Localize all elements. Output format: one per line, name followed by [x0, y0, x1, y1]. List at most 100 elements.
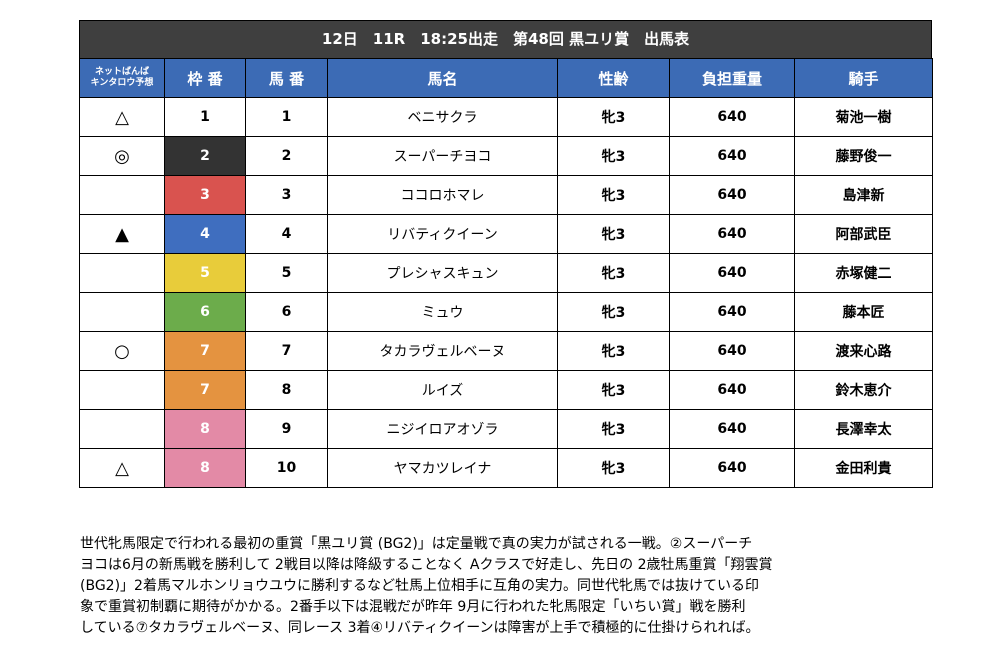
burden-weight: 640 — [669, 214, 795, 254]
entry-rows: △ 1 1 ベニサクラ 牝3 640 菊池一樹 ◎ 2 2 スーパーチヨコ 牝3 640 藤野俊一 3 3 ココ… — [79, 97, 933, 488]
prediction-mark — [79, 253, 165, 293]
waku-number: 6 — [164, 292, 246, 332]
table-row: ▲ 4 4 リバティクイーン 牝3 640 阿部武臣 — [79, 214, 933, 254]
waku-number: 2 — [164, 136, 246, 176]
prediction-header-line2: キンタロウ予想 — [90, 78, 154, 88]
waku-number: 1 — [164, 97, 246, 137]
prediction-mark — [79, 370, 165, 410]
horse-name: リバティクイーン — [327, 214, 558, 254]
race-card: 12日 11R 18:25出走 第48回 黒ユリ賞 出馬表 ネットばんば キンタ… — [79, 20, 933, 488]
horse-number: 4 — [245, 214, 328, 254]
table-row: ○ 7 7 タカラヴェルベーヌ 牝3 640 渡来心路 — [79, 331, 933, 371]
waku-number: 7 — [164, 331, 246, 371]
table-row: ◎ 2 2 スーパーチヨコ 牝3 640 藤野俊一 — [79, 136, 933, 176]
burden-weight: 640 — [669, 370, 795, 410]
jockey-name: 渡来心路 — [794, 331, 933, 371]
table-row: 3 3 ココロホマレ 牝3 640 島津新 — [79, 175, 933, 215]
column-header-prediction: ネットばんば キンタロウ予想 — [79, 58, 165, 98]
table-row: △ 8 10 ヤマカツレイナ 牝3 640 金田利貴 — [79, 448, 933, 488]
horse-number: 6 — [245, 292, 328, 332]
waku-number: 4 — [164, 214, 246, 254]
horse-name: ココロホマレ — [327, 175, 558, 215]
column-header-waku: 枠 番 — [164, 58, 246, 98]
table-row: 7 8 ルイズ 牝3 640 鈴木恵介 — [79, 370, 933, 410]
burden-weight: 640 — [669, 292, 795, 332]
commentary-line: 世代牝馬限定で行われる最初の重賞「黒ユリ賞 (BG2)」は定量戦で真の実力が試さ… — [80, 536, 753, 552]
table-row: 8 9 ニジイロアオゾラ 牝3 640 長澤幸太 — [79, 409, 933, 449]
prediction-mark: ○ — [79, 331, 165, 371]
burden-weight: 640 — [669, 175, 795, 215]
jockey-name: 藤野俊一 — [794, 136, 933, 176]
prediction-mark: △ — [79, 448, 165, 488]
horse-number: 5 — [245, 253, 328, 293]
horse-name: プレシャスキュン — [327, 253, 558, 293]
prediction-mark: △ — [79, 97, 165, 137]
sex-age: 牝3 — [557, 175, 670, 215]
sex-age: 牝3 — [557, 97, 670, 137]
sex-age: 牝3 — [557, 448, 670, 488]
commentary-line: ヨコは6月の新馬戦を勝利して 2戦目以降は降級することなく Aクラスで好走し、先… — [80, 557, 773, 573]
horse-name: スーパーチヨコ — [327, 136, 558, 176]
sex-age: 牝3 — [557, 136, 670, 176]
horse-name: タカラヴェルベーヌ — [327, 331, 558, 371]
commentary-line: (BG2)」2着馬マルホンリョウユウに勝利するなど牡馬上位相手に互角の実力。同世… — [80, 578, 759, 594]
burden-weight: 640 — [669, 331, 795, 371]
sex-age: 牝3 — [557, 331, 670, 371]
column-header-horse: 馬名 — [327, 58, 558, 98]
table-row: 6 6 ミュウ 牝3 640 藤本匠 — [79, 292, 933, 332]
waku-number: 3 — [164, 175, 246, 215]
column-header-sexage: 性齢 — [557, 58, 670, 98]
table-row: △ 1 1 ベニサクラ 牝3 640 菊池一樹 — [79, 97, 933, 137]
horse-name: ベニサクラ — [327, 97, 558, 137]
horse-number: 3 — [245, 175, 328, 215]
jockey-name: 金田利貴 — [794, 448, 933, 488]
waku-number: 8 — [164, 448, 246, 488]
jockey-name: 長澤幸太 — [794, 409, 933, 449]
table-header-row: ネットばんば キンタロウ予想 枠 番 馬 番 馬名 性齢 負担重量 騎手 — [79, 58, 933, 98]
prediction-mark — [79, 175, 165, 215]
horse-name: ミュウ — [327, 292, 558, 332]
prediction-mark — [79, 409, 165, 449]
sex-age: 牝3 — [557, 409, 670, 449]
jockey-name: 島津新 — [794, 175, 933, 215]
jockey-name: 菊池一樹 — [794, 97, 933, 137]
jockey-name: 鈴木恵介 — [794, 370, 933, 410]
waku-number: 8 — [164, 409, 246, 449]
prediction-mark — [79, 292, 165, 332]
horse-number: 2 — [245, 136, 328, 176]
sex-age: 牝3 — [557, 292, 670, 332]
jockey-name: 藤本匠 — [794, 292, 933, 332]
race-commentary: 世代牝馬限定で行われる最初の重賞「黒ユリ賞 (BG2)」は定量戦で真の実力が試さ… — [80, 534, 920, 639]
burden-weight: 640 — [669, 409, 795, 449]
prediction-header-line1: ネットばんば — [94, 67, 149, 77]
column-header-weight: 負担重量 — [669, 58, 795, 98]
prediction-mark: ▲ — [79, 214, 165, 254]
waku-number: 5 — [164, 253, 246, 293]
horse-number: 9 — [245, 409, 328, 449]
burden-weight: 640 — [669, 97, 795, 137]
horse-number: 8 — [245, 370, 328, 410]
jockey-name: 赤塚健二 — [794, 253, 933, 293]
column-header-jockey: 騎手 — [794, 58, 933, 98]
commentary-line: 象で重賞初制覇に期待がかかる。2番手以下は混戦だが昨年 9月に行われた牝馬限定「… — [80, 599, 746, 615]
race-title: 12日 11R 18:25出走 第48回 黒ユリ賞 出馬表 — [79, 20, 932, 58]
burden-weight: 640 — [669, 136, 795, 176]
jockey-name: 阿部武臣 — [794, 214, 933, 254]
horse-name: ニジイロアオゾラ — [327, 409, 558, 449]
horse-name: ルイズ — [327, 370, 558, 410]
prediction-mark: ◎ — [79, 136, 165, 176]
sex-age: 牝3 — [557, 253, 670, 293]
waku-number: 7 — [164, 370, 246, 410]
sex-age: 牝3 — [557, 214, 670, 254]
burden-weight: 640 — [669, 448, 795, 488]
column-header-umaban: 馬 番 — [245, 58, 328, 98]
burden-weight: 640 — [669, 253, 795, 293]
sex-age: 牝3 — [557, 370, 670, 410]
horse-number: 10 — [245, 448, 328, 488]
entry-table: ネットばんば キンタロウ予想 枠 番 馬 番 馬名 性齢 負担重量 騎手 △ 1 1… — [79, 58, 933, 488]
horse-number: 1 — [245, 97, 328, 137]
horse-name: ヤマカツレイナ — [327, 448, 558, 488]
table-row: 5 5 プレシャスキュン 牝3 640 赤塚健二 — [79, 253, 933, 293]
horse-number: 7 — [245, 331, 328, 371]
commentary-line: している⑦タカラヴェルベーヌ、同レース 3着④リバティクイーンは障害が上手で積極… — [80, 620, 760, 636]
